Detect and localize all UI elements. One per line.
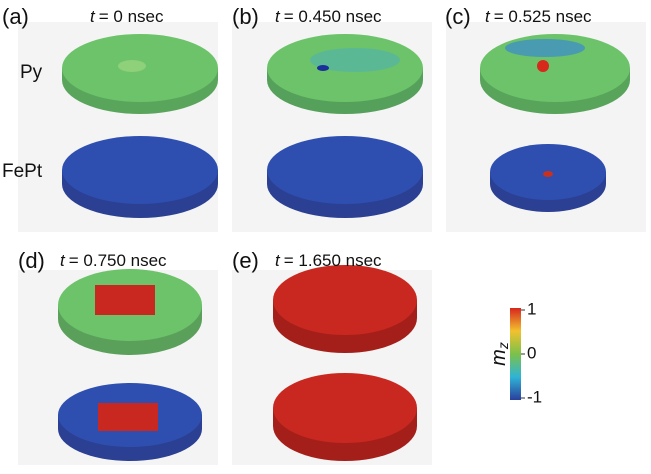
time-value: = 0.525 nsec bbox=[494, 7, 592, 26]
disk-top bbox=[62, 136, 218, 204]
disk-feature bbox=[98, 403, 158, 431]
panel-label: (c) bbox=[445, 4, 471, 29]
time-symbol: t bbox=[275, 251, 281, 270]
disk-top bbox=[273, 265, 417, 335]
colorbar-symbol: m bbox=[488, 349, 510, 366]
panel-label: (e) bbox=[232, 248, 259, 273]
colorbar-label: mz bbox=[488, 342, 510, 366]
disk-feature bbox=[118, 60, 146, 72]
colorbar-tick-label: 0 bbox=[527, 343, 536, 362]
disk-top bbox=[267, 136, 423, 204]
time-value: = 1.650 nsec bbox=[284, 251, 382, 270]
layer-label: Py bbox=[20, 62, 43, 83]
disk-feature bbox=[543, 171, 553, 177]
colorbar bbox=[510, 308, 521, 400]
colorbar-tick-label: -1 bbox=[527, 387, 542, 406]
disk-feature bbox=[317, 65, 329, 71]
time-value: = 0 nsec bbox=[99, 7, 164, 26]
disk-feature bbox=[505, 39, 585, 57]
panel-time: t= 0.525 nsec bbox=[485, 7, 592, 26]
panel-label: (b) bbox=[232, 4, 259, 29]
figure: Py FePt mz (a)t= 0 nsec(b)t= 0.450 nsec(… bbox=[0, 0, 651, 474]
panel-time: t= 1.650 nsec bbox=[275, 251, 382, 270]
disk-top bbox=[273, 373, 417, 443]
colorbar-tick-label: 1 bbox=[527, 299, 536, 318]
time-value: = 0.450 nsec bbox=[284, 7, 382, 26]
time-value: = 0.750 nsec bbox=[69, 251, 167, 270]
panel-time: t= 0.450 nsec bbox=[275, 7, 382, 26]
layer-label: FePt bbox=[2, 161, 43, 182]
disk-feature bbox=[537, 60, 549, 72]
panel-time: t= 0 nsec bbox=[90, 7, 164, 26]
colorbar-subscript: z bbox=[495, 342, 511, 350]
time-symbol: t bbox=[60, 251, 66, 270]
disk-feature bbox=[95, 285, 155, 315]
panel-label: (d) bbox=[18, 248, 45, 273]
panel-time: t= 0.750 nsec bbox=[60, 251, 167, 270]
panel-label: (a) bbox=[2, 4, 29, 29]
